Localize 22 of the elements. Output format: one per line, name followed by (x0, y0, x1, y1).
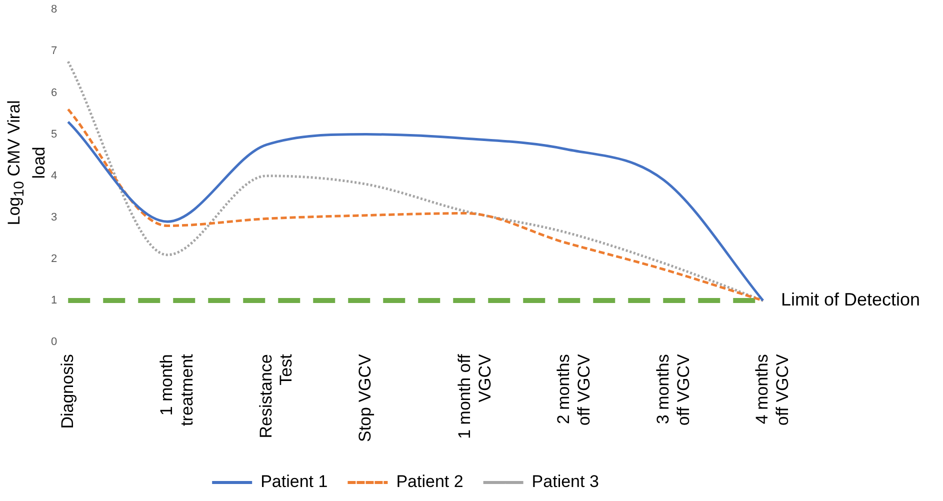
y-tick-label: 1 (50, 294, 58, 307)
x-tick-label: 2 months off VGCV (554, 353, 594, 426)
ref-line-label: Limit of Detection (781, 290, 920, 310)
line-series (66, 60, 764, 302)
x-tick-label: 4 months off VGCV (752, 353, 792, 426)
x-tick-label: 1 month treatment (157, 354, 196, 426)
legend-label: Patient 1 (260, 472, 328, 492)
x-tick-label: 3 months off VGCV (653, 353, 693, 426)
y-tick-label: 7 (50, 45, 58, 58)
x-tick-label: 1 month off VGCV (454, 353, 494, 439)
x-tick-label: Resistance Test (256, 354, 296, 438)
y-tick-label: 8 (50, 4, 58, 16)
y-tick-label: 3 (50, 211, 58, 224)
y-tick-label: 5 (50, 128, 58, 140)
legend-label: Patient 2 (396, 472, 464, 492)
y-tick-label: 0 (50, 336, 58, 348)
y-tick-label: 6 (50, 86, 58, 99)
x-tick-label: Stop VGCV (356, 353, 375, 442)
y-tick-label: 2 (50, 253, 58, 266)
legend-label: Patient 3 (532, 472, 599, 492)
y-tick-label: 4 (50, 170, 58, 182)
x-tick-label: Diagnosis (58, 354, 77, 429)
